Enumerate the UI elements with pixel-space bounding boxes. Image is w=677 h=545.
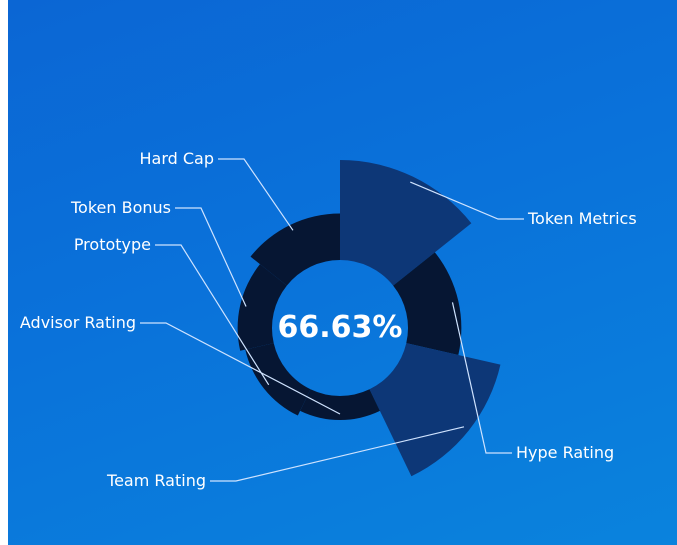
leader-line-team-rating <box>210 426 465 482</box>
slice-team-rating[interactable] <box>369 343 501 477</box>
slice-label-prototype: Prototype <box>74 235 151 254</box>
slice-hard-cap[interactable] <box>250 213 340 286</box>
rose-chart: Token Metrics Hype Rating Team Rating Advis… <box>20 149 637 490</box>
leader-line-token-bonus <box>175 207 247 307</box>
slice-label-advisor-rating: Advisor Rating <box>20 313 136 332</box>
slice-label-hard-cap: Hard Cap <box>139 149 214 168</box>
leader-line-advisor-rating <box>140 322 341 415</box>
slice-token-metrics[interactable] <box>340 160 472 286</box>
leader-line-prototype <box>155 244 270 386</box>
chart-panel: Token Metrics Hype Rating Team Rating Advis… <box>8 0 677 545</box>
slice-prototype[interactable] <box>245 343 311 416</box>
slice-label-team-rating: Team Rating <box>106 471 206 490</box>
slice-hype-rating[interactable] <box>393 252 462 356</box>
leader-line-hard-cap <box>218 158 294 231</box>
slice-token-bonus[interactable] <box>237 264 287 351</box>
center-percentage-label: 66.63% <box>278 310 403 345</box>
slice-advisor-rating[interactable] <box>300 389 380 420</box>
slice-label-token-bonus: Token Bonus <box>70 198 171 217</box>
slice-label-token-metrics: Token Metrics <box>527 209 637 228</box>
leader-line-hype-rating <box>451 302 512 454</box>
slice-label-hype-rating: Hype Rating <box>516 443 614 462</box>
leader-line-token-metrics <box>410 181 524 220</box>
